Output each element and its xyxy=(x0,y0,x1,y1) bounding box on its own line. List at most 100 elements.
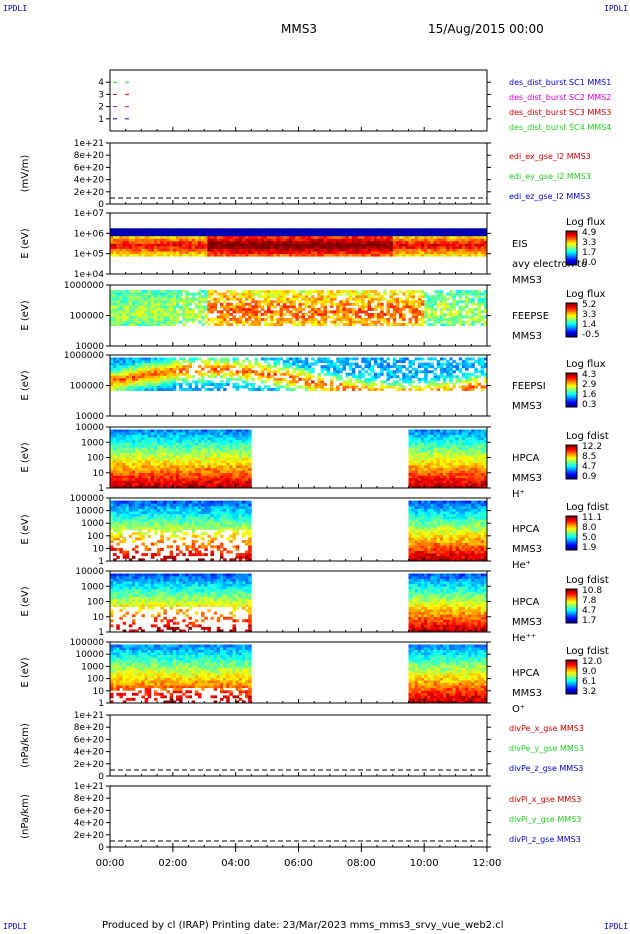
y-tick-label-divpe-2: 4e+20 xyxy=(74,748,105,758)
y-tick-label-edi-4: 8e+20 xyxy=(74,151,105,161)
legend-entry-divpe-1: divPe_y_gse MMS3 xyxy=(509,744,584,753)
corner-label-top-left: IPDLI xyxy=(3,4,28,13)
heatmap-cells-3 xyxy=(110,290,488,326)
panel-label-hpca-he2-1: MMS3 xyxy=(512,617,542,628)
y-tick-label-hpca-h-1: 10 xyxy=(93,469,105,479)
panel-label-hpca-h-0: HPCA xyxy=(512,453,540,464)
colorbar-tick-hpca-o-1: 9.0 xyxy=(582,667,597,677)
panel-frame-burst xyxy=(109,69,488,132)
legend-entry-divpi-2: divPi_z_gse MMS3 xyxy=(509,835,581,844)
colorbar-tick-feepse-2: 1.4 xyxy=(582,320,597,330)
y-tick-label-divpi-5: 1e+21 xyxy=(74,782,104,792)
y-tick-label-divpe-5: 1e+21 xyxy=(74,711,104,721)
legend-entry-divpi-0: divPi_x_gse MMS3 xyxy=(509,795,581,804)
panel-label-feepsi-0: FEEPSI xyxy=(512,381,546,392)
y-tick-label-hpca-o-2: 100 xyxy=(87,675,104,685)
y-tick-label-hpca-o-4: 10000 xyxy=(75,650,104,660)
panel-label-hpca-he2-2: He⁺⁺ xyxy=(512,633,536,644)
y-axis-label-divpe: (nPa/km) xyxy=(20,723,31,768)
y-tick-label-divpi-2: 4e+20 xyxy=(74,819,105,829)
header-datetime: 15/Aug/2015 00:00 xyxy=(428,22,544,36)
colorbar-title-feepse: Log flux xyxy=(566,289,606,300)
y-tick-label-divpe-1: 2e+20 xyxy=(74,760,105,770)
colorbar-tick-hpca-he-0: 11.1 xyxy=(582,513,602,523)
colorbar-title-eis: Log flux xyxy=(566,217,606,228)
colorbar-tick-eis-0: 4.9 xyxy=(582,228,597,238)
heatmap-cells-7 xyxy=(110,573,488,633)
y-tick-label-hpca-he-5: 100000 xyxy=(70,494,105,504)
colorbar-tick-hpca-h-0: 12.2 xyxy=(582,442,602,452)
colorbar-frame-feepsi xyxy=(565,372,578,408)
y-tick-label-feepse-1: 100000 xyxy=(70,312,105,322)
heatmap-cells-5 xyxy=(110,429,488,489)
y-tick-label-hpca-he-2: 100 xyxy=(87,532,104,542)
y-tick-label-edi-0: 0 xyxy=(98,200,104,210)
panel-label-feepse-1: MMS3 xyxy=(512,331,542,342)
y-axis-label-hpca-he: E (eV) xyxy=(20,514,31,544)
time-tick-label-3: 06:00 xyxy=(284,858,313,869)
heatmap-cells-2 xyxy=(110,228,488,257)
y-tick-label-edi-3: 6e+20 xyxy=(74,163,105,173)
colorbar-tick-hpca-he-1: 8.0 xyxy=(582,523,597,533)
time-tick-label-5: 10:00 xyxy=(410,858,439,869)
y-tick-label-hpca-he2-0: 1 xyxy=(98,628,104,638)
legend-entry-burst-1: des_dist_burst SC2 MMS2 xyxy=(509,93,611,102)
y-tick-label-feepsi-1: 100000 xyxy=(70,382,105,392)
colorbar-tick-feepse-0: 5.2 xyxy=(582,300,596,310)
panel-label-eis-0: EIS xyxy=(512,239,528,250)
panel-label-hpca-o-1: MMS3 xyxy=(512,688,542,699)
colorbar-tick-feepse-3: -0.5 xyxy=(582,330,600,340)
panel-label-hpca-he-2: He⁺ xyxy=(512,560,531,571)
colorbar-tick-feepsi-1: 2.9 xyxy=(582,380,597,390)
legend-entry-divpe-2: divPe_z_gse MMS3 xyxy=(509,764,583,773)
y-axis-label-hpca-he2: E (eV) xyxy=(20,586,31,616)
header-spacecraft: MMS3 xyxy=(281,22,317,36)
colorbar-title-feepsi: Log flux xyxy=(566,359,606,370)
legend-entry-edi-0: edi_ex_gse_l2 MMS3 xyxy=(509,152,591,161)
y-tick-label-divpe-4: 8e+20 xyxy=(74,723,105,733)
colorbar-tick-feepsi-0: 4.3 xyxy=(582,370,596,380)
colorbar-tick-hpca-h-3: 0.9 xyxy=(582,472,597,482)
y-tick-label-hpca-h-3: 1000 xyxy=(81,438,104,448)
colorbar-tick-hpca-he-3: 1.9 xyxy=(582,543,597,553)
colorbar-frame-hpca-h xyxy=(565,444,578,480)
y-tick-label-edi-5: 1e+21 xyxy=(74,139,104,149)
panel-label-hpca-o-0: HPCA xyxy=(512,668,540,679)
y-tick-label-edi-2: 4e+20 xyxy=(74,176,105,186)
y-tick-label-hpca-h-0: 1 xyxy=(98,484,104,494)
y-tick-label-divpi-4: 8e+20 xyxy=(74,794,105,804)
y-axis-label-hpca-h: E (eV) xyxy=(20,442,31,472)
time-tick-label-1: 02:00 xyxy=(158,858,187,869)
y-tick-label-feepse-2: 1000000 xyxy=(64,281,104,291)
panel-label-hpca-h-1: MMS3 xyxy=(512,473,542,484)
legend-entry-burst-0: des_dist_burst SC1 MMS1 xyxy=(509,78,611,87)
y-tick-label-burst-0: 1 xyxy=(98,115,104,125)
legend-entry-edi-1: edi_ey_gse_l2 MMS3 xyxy=(509,172,591,181)
y-tick-label-burst-2: 3 xyxy=(98,90,104,100)
colorbar-tick-hpca-o-3: 3.2 xyxy=(582,687,596,697)
colorbar-tick-eis-1: 3.3 xyxy=(582,238,596,248)
y-tick-label-hpca-he-1: 10 xyxy=(93,544,105,554)
heatmap-cells-4 xyxy=(110,357,488,391)
colorbar-tick-feepse-1: 3.3 xyxy=(582,310,596,320)
y-tick-label-hpca-he-4: 10000 xyxy=(75,507,104,517)
colorbar-tick-hpca-h-1: 8.5 xyxy=(582,452,596,462)
y-tick-label-divpe-3: 6e+20 xyxy=(74,735,105,745)
colorbar-frame-eis xyxy=(565,230,578,266)
y-axis-label-edi: (mV/m) xyxy=(20,155,31,193)
colorbar-tick-eis-3: 0.0 xyxy=(582,258,597,268)
panel-label-eis-1: avy electron to xyxy=(512,259,587,270)
time-tick-label-4: 08:00 xyxy=(347,858,376,869)
y-tick-label-feepsi-0: 10000 xyxy=(75,412,104,422)
y-tick-label-feepsi-2: 1000000 xyxy=(64,351,104,361)
panel-label-feepsi-1: MMS3 xyxy=(512,401,542,412)
colorbar-tick-hpca-he2-2: 4.7 xyxy=(582,606,596,616)
colorbar-title-hpca-he: Log fdist xyxy=(566,502,609,513)
colorbar-tick-hpca-o-0: 12.0 xyxy=(582,657,602,667)
y-tick-label-hpca-he2-3: 1000 xyxy=(81,582,104,592)
y-tick-label-feepse-0: 10000 xyxy=(75,342,104,352)
y-tick-label-divpi-1: 2e+20 xyxy=(74,831,105,841)
panel-frame-divpe xyxy=(109,714,488,777)
panel-label-hpca-h-2: H⁺ xyxy=(512,489,525,500)
